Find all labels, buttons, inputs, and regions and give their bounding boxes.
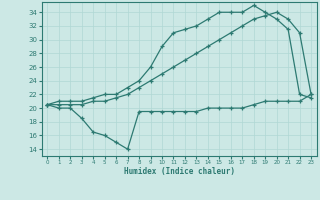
X-axis label: Humidex (Indice chaleur): Humidex (Indice chaleur) bbox=[124, 167, 235, 176]
